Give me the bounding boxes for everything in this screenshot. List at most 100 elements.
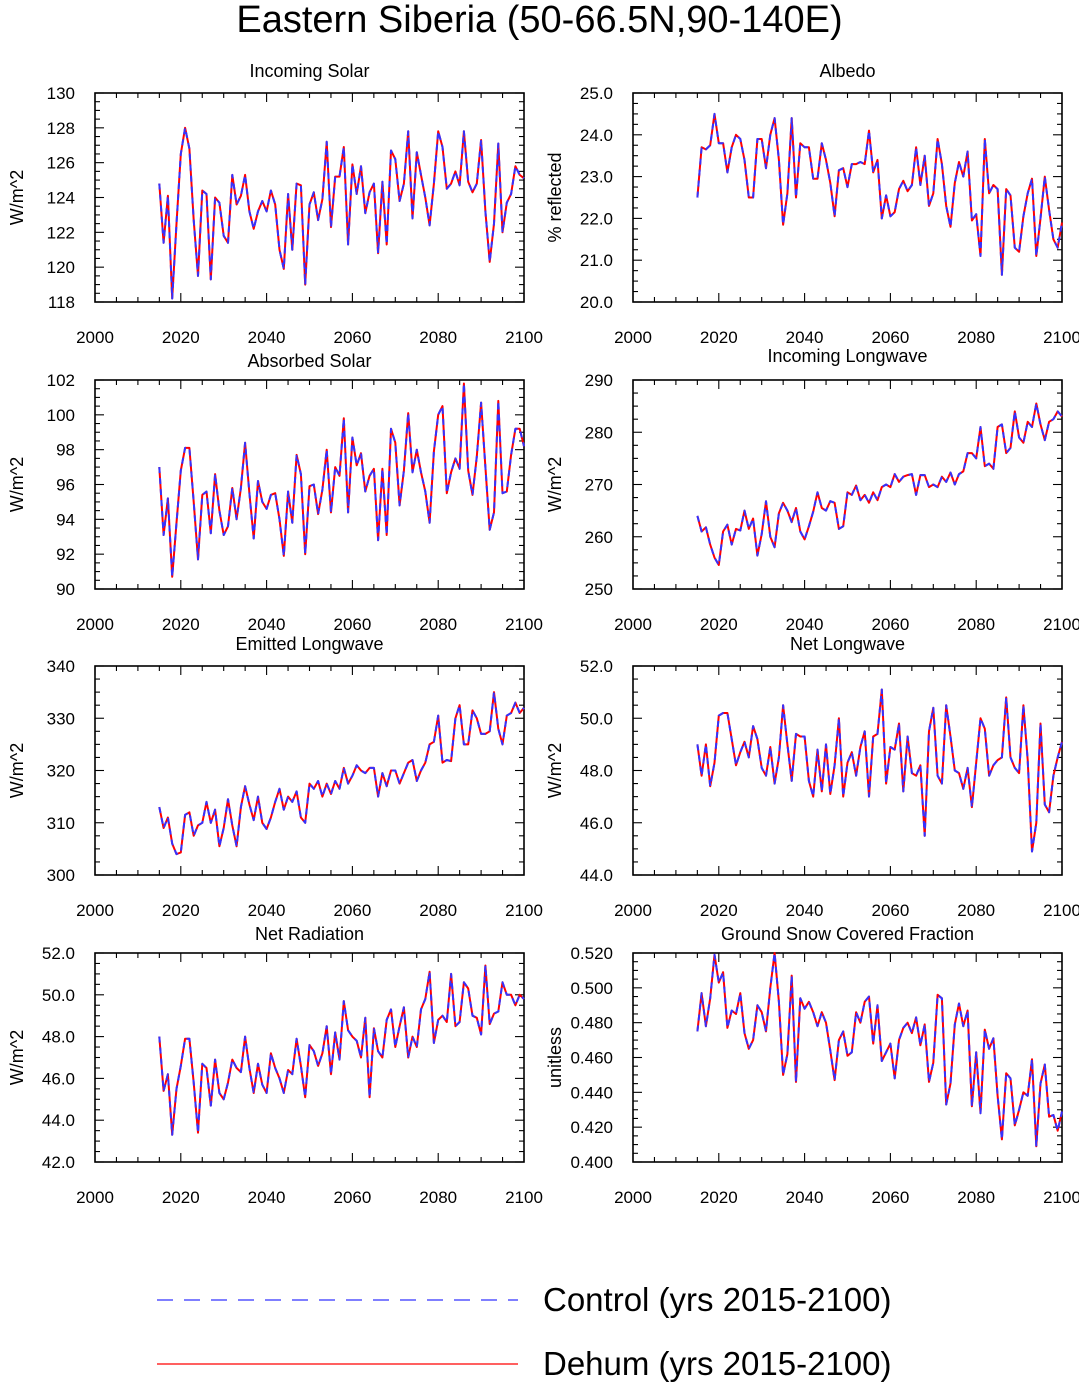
y-tick-label: 52.0 <box>580 657 613 676</box>
plot-frame <box>94 665 525 876</box>
x-tick-label: 2100 <box>1043 328 1079 347</box>
y-tick-label: 0.500 <box>570 979 613 998</box>
y-tick-label: 50.0 <box>42 986 75 1005</box>
x-tick-label: 2020 <box>700 615 738 634</box>
x-tick-label: 2060 <box>871 901 909 920</box>
x-tick-label: 2080 <box>957 615 995 634</box>
x-tick-label: 2000 <box>76 901 114 920</box>
y-axis-label: W/m^2 <box>545 457 565 512</box>
y-tick-label: 22.0 <box>580 209 613 228</box>
x-tick-label: 2060 <box>871 615 909 634</box>
series-line-control <box>158 126 525 300</box>
panel-title: Incoming Solar <box>249 61 369 81</box>
y-tick-label: 126 <box>47 154 75 173</box>
panel-albedo: 2000 2020 2040 2060 2080 2100 20.0 21.0 22.0 23.0… <box>545 61 1079 347</box>
x-tick-label: 2060 <box>871 1188 909 1207</box>
panel-incoming-longwave: 2000 2020 2040 2060 2080 2100 250 260 270 280 290 I… <box>545 346 1079 634</box>
y-tick-label: 122 <box>47 223 75 242</box>
y-tick-label: 120 <box>47 258 75 277</box>
y-axis-label: W/m^2 <box>7 170 27 225</box>
y-tick-label: 92 <box>56 545 75 564</box>
y-tick-label: 118 <box>48 293 75 312</box>
y-tick-label: 50.0 <box>580 709 613 728</box>
y-tick-label: 48.0 <box>42 1028 75 1047</box>
x-tick-label: 2000 <box>76 1188 114 1207</box>
y-tick-label: 280 <box>585 423 613 442</box>
x-tick-label: 2020 <box>700 901 738 920</box>
plot-frame <box>632 952 1063 1163</box>
y-tick-label: 290 <box>585 371 613 390</box>
series-line-control <box>158 382 525 578</box>
x-tick-label: 2000 <box>76 615 114 634</box>
x-tick-label: 2020 <box>700 1188 738 1207</box>
panel-title: Incoming Longwave <box>767 346 927 366</box>
series-line-dehum <box>696 952 1063 1148</box>
x-tick-label: 2080 <box>419 901 457 920</box>
y-tick-label: 260 <box>585 528 613 547</box>
x-tick-label: 2100 <box>505 901 543 920</box>
x-tick-label: 2000 <box>76 328 114 347</box>
x-tick-label: 2040 <box>786 615 824 634</box>
y-tick-label: 24.0 <box>580 126 613 145</box>
panel-title: Net Longwave <box>790 634 905 654</box>
series-line-control <box>696 402 1063 566</box>
y-tick-label: 25.0 <box>580 84 613 103</box>
panel-emitted-longwave: 2000 2020 2040 2060 2080 2100 300 310 320 330 340 E… <box>7 634 543 920</box>
plot-frame <box>94 952 525 1163</box>
x-tick-label: 2100 <box>1043 615 1079 634</box>
x-tick-label: 2040 <box>786 901 824 920</box>
panel-absorbed-solar: 2000 2020 2040 2060 2080 2100 90 92 94 96 98 100 102… <box>7 351 543 634</box>
y-tick-label: 23.0 <box>580 168 613 187</box>
series-line-dehum <box>696 402 1063 566</box>
x-tick-label: 2060 <box>333 328 371 347</box>
panel-net-radiation: 2000 2020 2040 2060 2080 2100 42.0 44.0 46.0 48.0… <box>7 924 543 1207</box>
panel-title: Emitted Longwave <box>235 634 383 654</box>
x-tick-label: 2000 <box>614 328 652 347</box>
x-tick-label: 2060 <box>871 328 909 347</box>
y-tick-label: 0.420 <box>570 1118 613 1137</box>
series-line-control <box>696 112 1063 276</box>
y-tick-label: 0.400 <box>570 1153 613 1172</box>
y-axis-label: W/m^2 <box>7 743 27 798</box>
y-tick-label: 128 <box>47 119 75 138</box>
y-tick-label: 320 <box>47 762 75 781</box>
y-tick-label: 0.520 <box>570 944 613 963</box>
y-tick-label: 310 <box>47 814 75 833</box>
y-tick-label: 124 <box>47 189 75 208</box>
y-tick-label: 48.0 <box>580 762 613 781</box>
x-tick-label: 2000 <box>614 901 652 920</box>
y-axis-label: W/m^2 <box>7 457 27 512</box>
x-tick-label: 2020 <box>162 901 200 920</box>
y-axis-label: unitless <box>545 1027 565 1088</box>
y-tick-label: 52.0 <box>42 944 75 963</box>
panel-ground-snow-covered-fraction: 2000 2020 2040 2060 2080 2100 0.400 0.420 0.440 0… <box>545 924 1079 1207</box>
y-tick-label: 20.0 <box>580 293 613 312</box>
x-tick-label: 2000 <box>614 615 652 634</box>
panel-incoming-solar: 2000 2020 2040 2060 2080 2100 118 120 122 124 126 1… <box>7 61 543 347</box>
x-tick-label: 2060 <box>333 615 371 634</box>
x-tick-label: 2040 <box>248 1188 286 1207</box>
y-tick-label: 21.0 <box>580 251 613 270</box>
x-tick-label: 2080 <box>419 1188 457 1207</box>
x-tick-label: 2000 <box>614 1188 652 1207</box>
x-tick-label: 2100 <box>1043 1188 1079 1207</box>
y-tick-label: 0.460 <box>570 1049 613 1068</box>
x-tick-label: 2080 <box>957 1188 995 1207</box>
x-tick-label: 2040 <box>786 1188 824 1207</box>
panel-net-longwave: 2000 2020 2040 2060 2080 2100 44.0 46.0 48.0 50.0… <box>545 634 1079 920</box>
x-tick-label: 2100 <box>505 615 543 634</box>
y-tick-label: 44.0 <box>42 1111 75 1130</box>
x-tick-label: 2040 <box>248 328 286 347</box>
y-tick-label: 46.0 <box>42 1069 75 1088</box>
x-tick-label: 2040 <box>786 328 824 347</box>
panel-title: Ground Snow Covered Fraction <box>721 924 974 944</box>
y-tick-label: 100 <box>47 406 75 425</box>
y-tick-label: 250 <box>585 580 613 599</box>
x-tick-label: 2080 <box>957 328 995 347</box>
y-tick-label: 96 <box>56 476 75 495</box>
y-tick-label: 44.0 <box>580 866 613 885</box>
y-tick-label: 90 <box>56 580 75 599</box>
x-tick-label: 2080 <box>957 901 995 920</box>
panel-title: Absorbed Solar <box>247 351 371 371</box>
x-tick-label: 2020 <box>700 328 738 347</box>
